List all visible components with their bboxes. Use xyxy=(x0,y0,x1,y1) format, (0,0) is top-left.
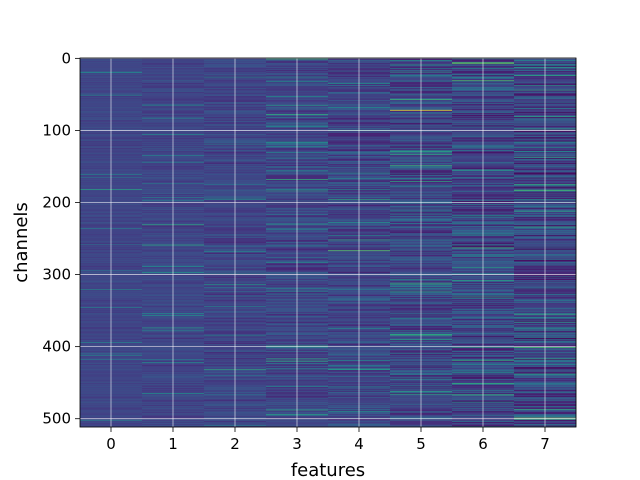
y-tick-label: 300 xyxy=(42,266,71,284)
x-tick-label: 4 xyxy=(354,435,364,453)
y-tick-label: 200 xyxy=(42,194,71,212)
y-axis: 0 100 200 300 400 500 xyxy=(42,49,80,428)
x-tick-label: 1 xyxy=(168,435,178,453)
y-tick-label: 400 xyxy=(42,338,71,356)
y-tick-label: 500 xyxy=(42,410,71,428)
plot-area xyxy=(80,58,577,428)
x-tick-label: 2 xyxy=(230,435,240,453)
y-tick-label: 100 xyxy=(42,121,71,139)
x-axis: 0 1 2 3 4 5 6 7 xyxy=(106,427,550,453)
x-tick-label: 3 xyxy=(292,435,302,453)
axes-frame xyxy=(79,57,577,428)
x-axis-label: features xyxy=(291,460,365,480)
y-axis-label: channels xyxy=(11,202,32,283)
y-tick-label: 0 xyxy=(61,49,71,67)
x-tick-label: 7 xyxy=(540,435,550,453)
x-tick-label: 0 xyxy=(106,435,116,453)
x-tick-label: 5 xyxy=(416,435,426,453)
x-tick-label: 6 xyxy=(478,435,488,453)
